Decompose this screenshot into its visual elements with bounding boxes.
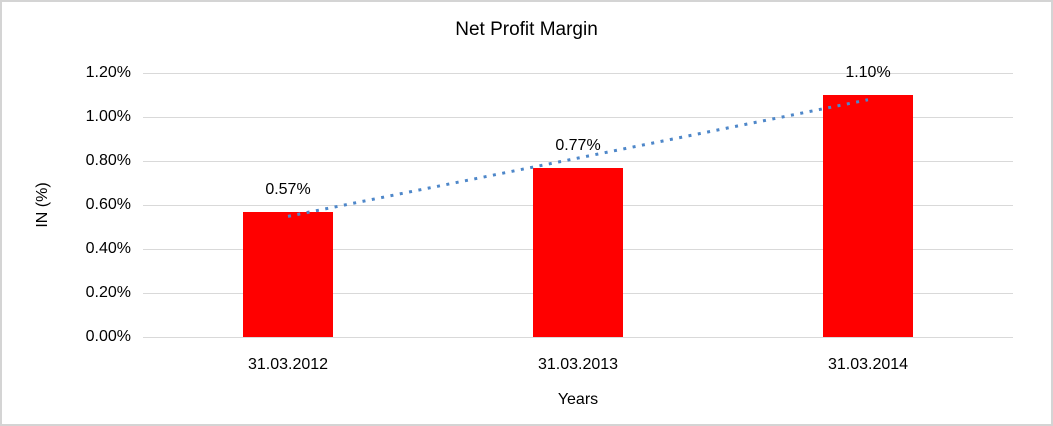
y-tick-label: 0.80% [85,152,131,169]
bar [533,167,623,337]
x-tick-label: 31.03.2014 [827,356,909,373]
chart-title: Net Profit Margin [455,19,598,40]
data-label: 1.10% [845,64,891,81]
bar [823,95,913,337]
y-tick-label: 0.60% [85,196,131,213]
gridline [143,72,1013,74]
data-label: 0.57% [265,180,311,198]
y-tick-label: 0.00% [85,328,131,345]
y-tick-label: 0.20% [85,284,131,301]
y-tick-label: 1.20% [85,64,131,81]
x-tick-label: 31.03.2013 [537,356,619,373]
bar [243,211,333,337]
y-tick-label: 1.00% [85,108,131,125]
x-axis-title: Years [557,391,599,408]
y-tick-label: 0.40% [85,240,131,257]
x-tick-label: 31.03.2012 [247,356,329,373]
x-axis-line [143,336,1013,338]
data-label: 0.77% [555,136,601,154]
